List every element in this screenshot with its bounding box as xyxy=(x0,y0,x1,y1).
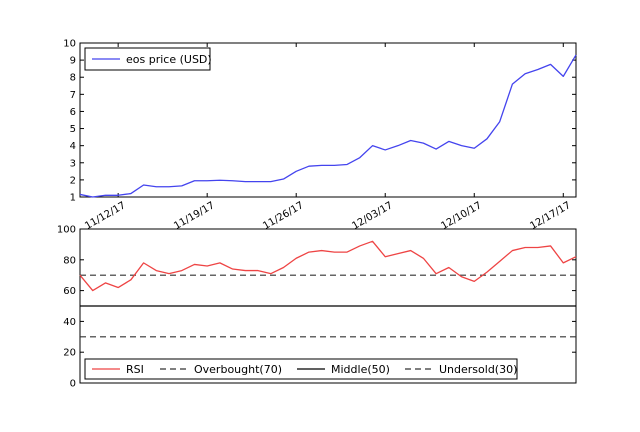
price-y-tick-label: 9 xyxy=(70,56,76,67)
price-y-tick-label: 6 xyxy=(70,107,76,118)
rsi-y-tick-label: 60 xyxy=(63,286,76,297)
rsi-legend-label: Undersold(30) xyxy=(439,363,517,376)
price-series-line xyxy=(79,54,577,198)
rsi-y-tick-label: 100 xyxy=(57,225,76,236)
rsi-y-tick-label: 0 xyxy=(70,379,76,390)
price-x-tick-label: 12/17/17 xyxy=(528,200,572,232)
price-y-tick-label: 8 xyxy=(70,73,76,84)
price-y-tick-label: 1 xyxy=(70,193,76,204)
price-legend-label: eos price (USD) xyxy=(126,53,212,66)
price-y-tick-label: 5 xyxy=(70,124,76,135)
rsi-legend-label: RSI xyxy=(126,363,144,376)
price-y-tick-label: 7 xyxy=(70,90,76,101)
price-x-tick-label: 11/12/17 xyxy=(83,200,127,232)
price-plot-frame xyxy=(79,42,577,198)
price-y-tick-label: 4 xyxy=(70,141,76,152)
price-x-tick-label: 12/03/17 xyxy=(350,200,394,232)
rsi-legend-label: Middle(50) xyxy=(331,363,390,376)
price-x-tick-label: 11/19/17 xyxy=(172,200,216,232)
rsi-y-tick-label: 20 xyxy=(63,348,76,359)
rsi-y-tick-label: 40 xyxy=(63,317,76,328)
rsi-legend-label: Overbought(70) xyxy=(194,363,282,376)
price-y-tick-label: 2 xyxy=(70,175,76,186)
price-y-tick-label: 10 xyxy=(63,39,76,50)
price-legend-box xyxy=(84,47,211,71)
rsi-series-line xyxy=(79,240,577,292)
price-y-tick-label: 3 xyxy=(70,158,76,169)
price-x-tick-label: 12/10/17 xyxy=(439,200,483,232)
rsi-y-tick-label: 80 xyxy=(63,255,76,266)
price-x-tick-label: 11/26/17 xyxy=(261,200,305,232)
